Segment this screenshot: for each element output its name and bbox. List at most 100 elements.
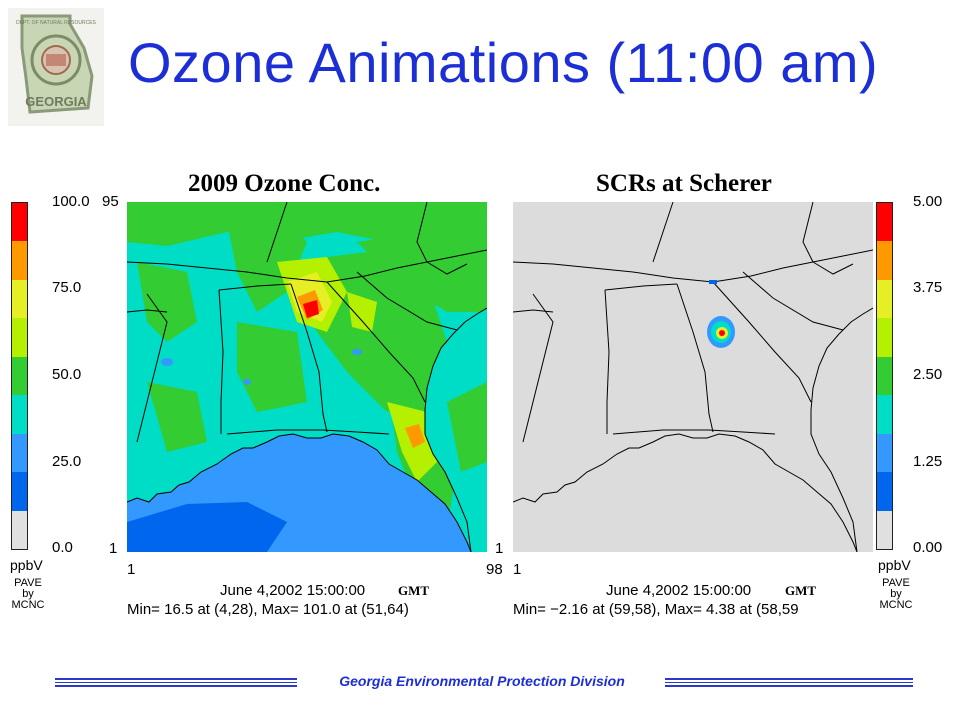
map-scrs-y-bottom: 1: [495, 540, 504, 557]
footer-text: Georgia Environmental Protection Divisio…: [339, 673, 625, 689]
gulf-coastline: [127, 433, 472, 552]
state-border: [522, 293, 554, 443]
ozone-concentration-map: [127, 202, 487, 552]
map-ozone-y-top: 95: [102, 193, 119, 210]
colorbar-ozone: [11, 202, 28, 550]
colorbar-swatch: [877, 279, 892, 319]
map-scrs-stats: Min= −2.16 at (59,58), Max= 4.38 at (58,…: [513, 601, 799, 618]
state-border: [127, 261, 328, 283]
state-border: [218, 289, 224, 434]
ozone-region-green: [147, 382, 207, 452]
colorbar-swatch: [877, 510, 892, 549]
map-scrs: [513, 202, 873, 552]
map-ozone-gmt: GMT: [398, 583, 430, 598]
colorbar-scrs-tick-375: 3.75: [913, 279, 943, 296]
atlantic-coastline: [424, 307, 487, 552]
state-border: [356, 271, 458, 331]
panel-title-ozone: 2009 Ozone Conc.: [188, 170, 381, 197]
map-scrs-x-left: 1: [513, 561, 522, 578]
colorbar-scrs-tick-0: 0.00: [913, 539, 943, 556]
state-border: [266, 202, 288, 263]
ozone-region-green: [357, 222, 487, 312]
scr-difference-map: [513, 202, 873, 552]
ozone-region-yellowgreen: [347, 292, 377, 332]
state-border: [127, 309, 168, 313]
state-border: [712, 281, 812, 403]
state-border: [226, 429, 323, 435]
state-border: [604, 289, 610, 434]
ozone-hotspot-red: [303, 300, 319, 318]
state-border: [290, 283, 328, 433]
slide-title: Ozone Animations (11:00 am): [128, 31, 879, 94]
colorbar-swatch: [877, 433, 892, 473]
state-border: [322, 429, 390, 435]
georgia-dnr-logo: GEORGIA DEPT. OF NATURAL RESOURCES: [8, 8, 104, 126]
state-border: [708, 429, 776, 435]
state-border: [218, 283, 292, 291]
ozone-speck: [161, 358, 173, 366]
colorbar-ozone-credit: PAVE by MCNC: [11, 577, 45, 611]
state-border: [612, 429, 709, 435]
colorbar-ozone-tick-50: 50.0: [52, 366, 82, 383]
state-border: [416, 202, 428, 263]
georgia-dnr-seal-icon: GEORGIA DEPT. OF NATURAL RESOURCES: [8, 8, 104, 126]
colorbar-ozone-tick-0: 0.0: [52, 539, 73, 556]
colorbar-scrs-tick-5: 5.00: [913, 193, 943, 210]
colorbar-swatch: [877, 241, 892, 280]
colorbar-swatch: [877, 318, 892, 357]
colorbar-ozone-tick-25: 25.0: [52, 453, 82, 470]
map-ozone-x-right: 98: [486, 561, 503, 578]
logo-georgia-text: GEORGIA: [25, 94, 87, 109]
colorbar-ozone-tick-100: 100.0: [52, 193, 90, 210]
footer-rule-left: [55, 678, 297, 687]
ozone-speck: [243, 379, 251, 385]
state-border: [652, 202, 674, 263]
map-ozone-y-bottom: 1: [109, 540, 118, 557]
colorbar-ozone-tick-75: 75.0: [52, 279, 82, 296]
state-border: [326, 281, 426, 403]
map-geography: [513, 202, 873, 552]
state-border: [676, 283, 714, 433]
state-border: [712, 249, 873, 283]
colorbar-swatch: [12, 241, 27, 280]
colorbar-swatch: [12, 318, 27, 357]
ozone-region-green: [237, 322, 307, 412]
map-scrs-date: June 4,2002 15:00:00: [606, 582, 752, 599]
state-border: [426, 261, 468, 275]
footer-rule-right: [665, 678, 913, 687]
panel-title-scrs: SCRs at Scherer: [596, 170, 772, 197]
colorbar-swatch: [877, 395, 892, 434]
colorbar-swatch: [12, 433, 27, 473]
state-border: [802, 202, 814, 263]
state-border: [513, 261, 714, 283]
logo-dept-text: DEPT. OF NATURAL RESOURCES: [16, 20, 96, 26]
state-border: [136, 293, 168, 443]
colorbar-scrs: [876, 202, 893, 550]
ozone-region-green: [137, 262, 197, 342]
state-border: [604, 283, 678, 291]
gulf-coastline: [513, 433, 858, 552]
map-ozone-date: June 4,2002 15:00:00: [220, 582, 366, 599]
colorbar-ozone-unit: ppbV: [10, 557, 43, 573]
ozone-speck: [352, 349, 362, 355]
colorbar-swatch: [12, 279, 27, 319]
map-ozone-x-left: 1: [127, 561, 136, 578]
state-border: [326, 249, 487, 283]
atlantic-green: [447, 382, 487, 472]
colorbar-swatch: [12, 510, 27, 549]
colorbar-swatch: [877, 203, 892, 242]
colorbar-scrs-credit: PAVE by MCNC: [879, 577, 913, 611]
gulf-water-deep: [127, 502, 287, 552]
state-border: [812, 261, 854, 275]
atlantic-coastline: [810, 307, 873, 552]
colorbar-scrs-tick-250: 2.50: [913, 366, 943, 383]
colorbar-swatch: [877, 356, 892, 396]
colorbar-swatch: [12, 356, 27, 396]
scr-background: [513, 202, 873, 552]
map-scrs-gmt: GMT: [785, 583, 817, 598]
state-border: [513, 309, 554, 313]
colorbar-swatch: [12, 203, 27, 242]
map-geography: [127, 202, 487, 552]
scr-plume-core: [719, 330, 725, 336]
colorbar-swatch: [12, 395, 27, 434]
